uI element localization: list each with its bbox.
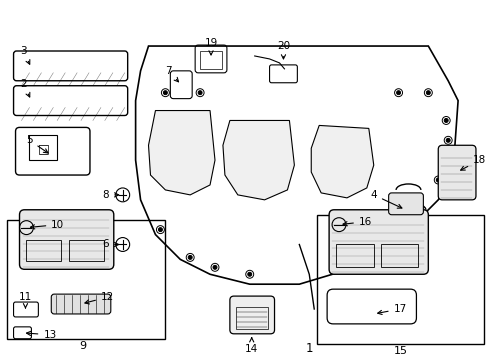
Text: 5: 5 bbox=[26, 135, 48, 153]
Bar bbox=[69, 239, 104, 261]
Bar bbox=[381, 243, 418, 267]
Text: 1: 1 bbox=[305, 342, 313, 355]
Text: 4: 4 bbox=[370, 190, 402, 208]
Text: 15: 15 bbox=[393, 346, 408, 356]
Text: 11: 11 bbox=[19, 292, 32, 308]
Bar bbox=[317, 215, 484, 344]
FancyBboxPatch shape bbox=[20, 210, 114, 269]
Bar bbox=[6, 220, 166, 339]
Text: 13: 13 bbox=[26, 330, 56, 340]
Circle shape bbox=[213, 265, 217, 269]
FancyBboxPatch shape bbox=[230, 296, 274, 334]
Polygon shape bbox=[223, 121, 294, 200]
Text: 3: 3 bbox=[20, 46, 30, 64]
Text: 7: 7 bbox=[165, 66, 178, 82]
Bar bbox=[26, 239, 61, 261]
FancyBboxPatch shape bbox=[51, 294, 111, 314]
Text: 8: 8 bbox=[102, 190, 119, 200]
Text: 20: 20 bbox=[277, 41, 290, 59]
FancyBboxPatch shape bbox=[389, 193, 423, 215]
Text: 17: 17 bbox=[378, 304, 407, 315]
Text: 16: 16 bbox=[343, 217, 372, 227]
Circle shape bbox=[426, 91, 430, 95]
Text: 2: 2 bbox=[20, 79, 30, 97]
FancyBboxPatch shape bbox=[438, 145, 476, 200]
Circle shape bbox=[446, 138, 450, 142]
Circle shape bbox=[158, 228, 162, 231]
Polygon shape bbox=[311, 125, 374, 198]
Text: 10: 10 bbox=[30, 220, 64, 230]
FancyBboxPatch shape bbox=[329, 210, 428, 274]
Circle shape bbox=[396, 91, 400, 95]
Circle shape bbox=[248, 272, 252, 276]
Bar bbox=[236, 307, 268, 329]
Bar bbox=[200, 51, 222, 69]
Text: 14: 14 bbox=[245, 338, 258, 354]
Text: □: □ bbox=[37, 142, 49, 155]
Circle shape bbox=[441, 158, 445, 162]
Circle shape bbox=[188, 255, 192, 260]
Bar bbox=[336, 243, 374, 267]
Polygon shape bbox=[136, 46, 458, 284]
Text: 19: 19 bbox=[204, 38, 218, 55]
Text: 18: 18 bbox=[461, 155, 486, 170]
Polygon shape bbox=[148, 111, 215, 195]
Circle shape bbox=[198, 91, 202, 95]
Bar bbox=[29, 135, 57, 160]
Circle shape bbox=[163, 91, 168, 95]
Text: 12: 12 bbox=[85, 292, 114, 304]
Text: 9: 9 bbox=[79, 341, 87, 351]
Text: 6: 6 bbox=[102, 239, 119, 249]
Circle shape bbox=[436, 178, 440, 182]
Circle shape bbox=[444, 118, 448, 122]
